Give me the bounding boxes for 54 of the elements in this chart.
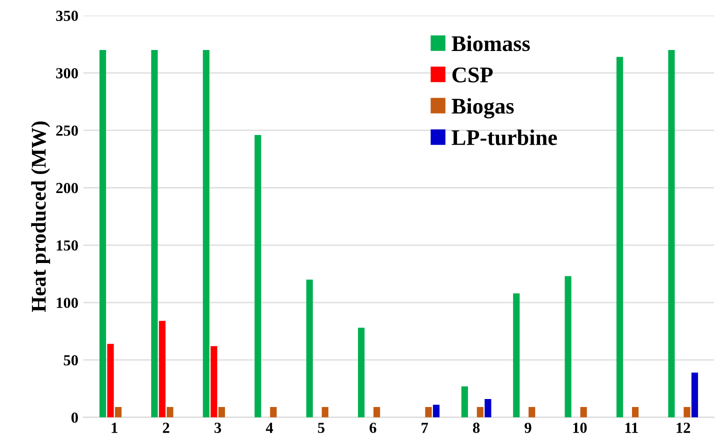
bar — [528, 407, 536, 418]
y-tick-label: 350 — [56, 10, 78, 21]
bar — [513, 293, 520, 418]
bar — [151, 50, 158, 418]
y-axis-title: Heat produced (MW) — [31, 122, 50, 312]
legend-label: LP-turbine — [452, 130, 557, 146]
bar — [107, 344, 114, 418]
x-tick-label: 10 — [573, 422, 587, 433]
bar — [322, 407, 328, 418]
bar — [210, 346, 218, 418]
bar — [484, 398, 492, 418]
x-tick-label: 12 — [676, 422, 690, 433]
x-tick-label: 2 — [162, 422, 170, 433]
bar — [373, 407, 380, 418]
x-tick-label: 9 — [524, 422, 532, 433]
x-tick-label: 4 — [266, 422, 274, 433]
bar — [684, 407, 690, 418]
x-tick-label: 7 — [422, 422, 428, 433]
bar — [691, 372, 698, 418]
bar — [358, 328, 365, 418]
bar — [476, 407, 484, 418]
y-tick-label: 100 — [56, 298, 78, 308]
bar — [580, 407, 587, 418]
y-tick-label: 200 — [56, 182, 78, 194]
bar — [202, 50, 210, 418]
bar — [114, 407, 122, 418]
y-tick-label: 150 — [56, 240, 78, 251]
bar — [632, 407, 639, 418]
bar — [99, 50, 106, 418]
y-tick-label: 50 — [64, 355, 78, 366]
bar — [461, 386, 468, 418]
x-tick-label: 8 — [472, 422, 480, 433]
y-tick-label: 300 — [56, 68, 78, 78]
legend-label: Biomass — [452, 36, 530, 52]
bar — [158, 320, 166, 418]
bar — [564, 276, 572, 418]
bar — [616, 56, 624, 418]
bar — [668, 50, 675, 418]
bar — [166, 407, 174, 418]
y-tick-label: 0 — [71, 412, 78, 423]
legend-label: Biogas — [452, 98, 514, 118]
x-tick-label: 1 — [112, 422, 118, 433]
x-tick-label: 6 — [370, 422, 376, 433]
x-tick-label: 5 — [318, 422, 324, 433]
bar — [254, 134, 262, 418]
bar — [425, 407, 432, 418]
bar — [306, 280, 313, 418]
x-tick-label: 11 — [625, 422, 638, 433]
x-tick-label: 3 — [214, 422, 222, 433]
bar — [432, 404, 440, 418]
bar — [218, 407, 225, 418]
legend-label: CSP — [452, 68, 493, 82]
y-tick-label: 250 — [56, 125, 78, 136]
bar — [270, 407, 277, 418]
